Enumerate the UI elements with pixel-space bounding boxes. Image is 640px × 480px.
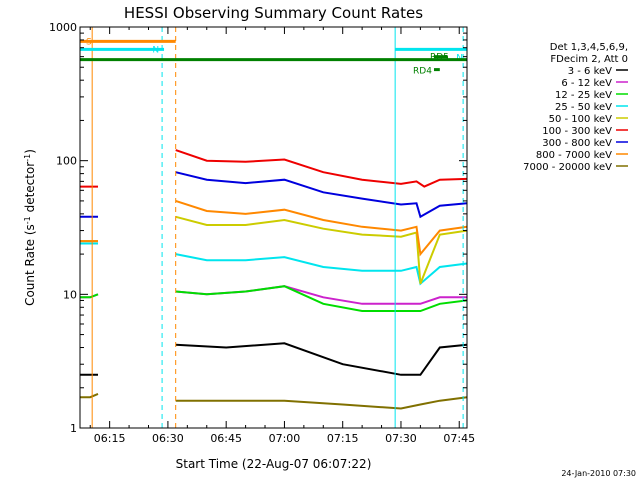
flag-label: RD4	[413, 67, 432, 77]
x-tick-label: 07:30	[385, 432, 417, 445]
series-line	[80, 293, 99, 299]
axes: 1 10 100 1000 06:15 06:30 06:45 07:00 07:15 07:30…	[49, 21, 475, 445]
series-line	[175, 253, 468, 286]
legend: Det 1,3,4,5,6,9,FDecim 2, Att 03 - 6 keV…	[523, 42, 628, 173]
y-axis-label-sup: -1	[23, 154, 32, 162]
x-tick-label: 06:15	[94, 432, 126, 445]
y-axis-label: Count Rate (s-1 detector-1)	[23, 149, 37, 306]
legend-entry: 100 - 300 keV	[542, 126, 612, 137]
x-tick-label: 06:45	[210, 432, 242, 445]
legend-entry: 7000 - 20000 keV	[523, 162, 612, 173]
series	[80, 342, 468, 376]
legend-entry: 3 - 6 keV	[568, 66, 612, 77]
flag-label: N	[152, 45, 159, 55]
legend-entry: 12 - 25 keV	[555, 90, 612, 101]
footer-timestamp: 24-Jan-2010 07:30	[561, 469, 636, 478]
annotation-layer: SNNRD5RD4	[80, 27, 467, 428]
legend-entry: 25 - 50 keV	[555, 102, 612, 113]
legend-entry: 300 - 800 keV	[542, 138, 612, 149]
series	[80, 171, 468, 219]
y-axis-label-part: )	[23, 149, 37, 154]
series-line	[80, 392, 99, 399]
legend-header: FDecim 2, Att 0	[550, 54, 628, 65]
y-axis-label-part: Count Rate (s	[23, 224, 37, 306]
y-axis-label-sup: -1	[23, 216, 32, 224]
y-tick-label: 1000	[49, 21, 77, 34]
flag-label: S	[86, 37, 92, 47]
series-line	[175, 396, 468, 410]
x-tick-label: 07:00	[269, 432, 301, 445]
y-axis-label-part: detector	[23, 162, 37, 217]
legend-entry: 50 - 100 keV	[549, 114, 613, 125]
series-line	[175, 215, 468, 285]
series	[80, 199, 468, 257]
series-line	[175, 149, 468, 188]
x-tick-label: 07:45	[443, 432, 475, 445]
series	[80, 242, 468, 286]
series-line	[175, 285, 467, 305]
series	[80, 392, 468, 410]
series-line	[175, 199, 468, 257]
series-line	[175, 285, 468, 312]
series-line	[175, 171, 468, 219]
series	[80, 285, 467, 305]
x-tick-label: 06:30	[152, 432, 184, 445]
series	[80, 285, 468, 312]
series	[80, 215, 468, 285]
x-axis-label: Start Time (22-Aug-07 06:07:22)	[176, 457, 372, 471]
legend-header: Det 1,3,4,5,6,9,	[550, 42, 628, 53]
y-tick-label: 10	[63, 288, 77, 301]
flag-label: RD5	[430, 53, 449, 63]
legend-entry: 800 - 7000 keV	[536, 150, 612, 161]
plot-frame	[79, 26, 468, 429]
y-tick-label: 100	[56, 155, 77, 168]
series	[80, 149, 468, 188]
series-line	[175, 342, 468, 376]
legend-entry: 6 - 12 keV	[561, 78, 612, 89]
x-tick-label: 07:15	[327, 432, 359, 445]
y-tick-label: 1	[70, 422, 77, 435]
data-lines	[80, 149, 468, 410]
chart-title: HESSI Observing Summary Count Rates	[124, 4, 423, 22]
